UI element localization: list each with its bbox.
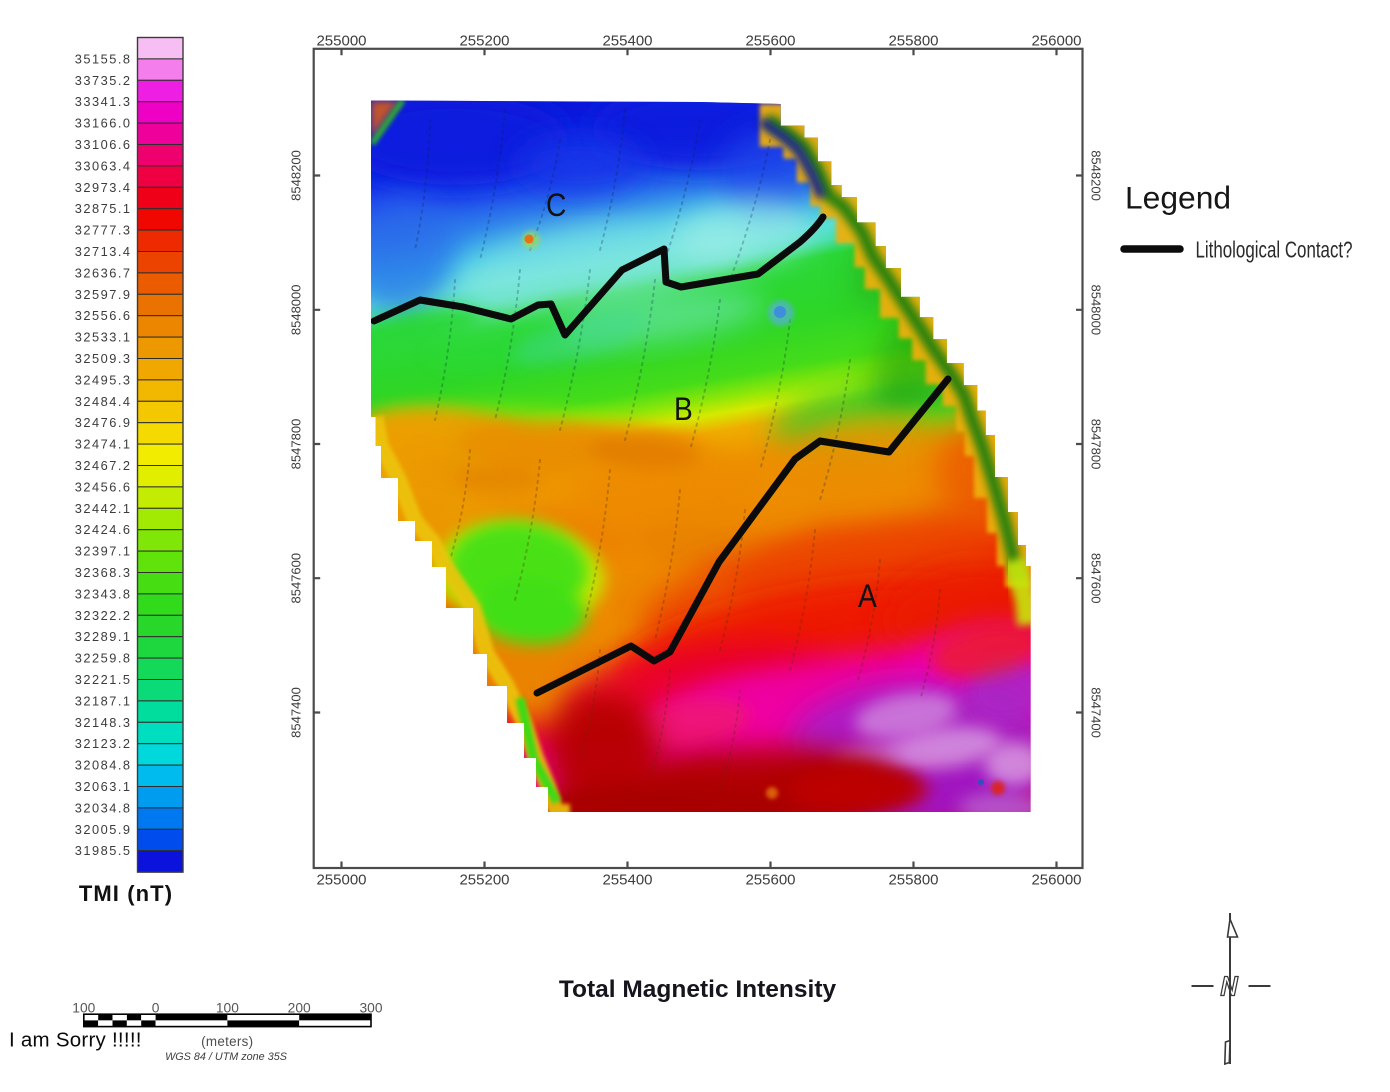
svg-text:8547800: 8547800 [1089, 419, 1104, 470]
svg-text:0: 0 [152, 1001, 160, 1016]
svg-text:32187.1: 32187.1 [75, 693, 132, 708]
svg-text:8547800: 8547800 [289, 419, 304, 470]
svg-text:256000: 256000 [1031, 872, 1081, 889]
svg-text:32322.2: 32322.2 [75, 608, 132, 623]
svg-text:32636.7: 32636.7 [75, 265, 132, 280]
svg-text:32397.1: 32397.1 [75, 544, 132, 559]
svg-text:255400: 255400 [602, 32, 652, 49]
svg-text:32556.6: 32556.6 [75, 308, 132, 323]
svg-text:33735.2: 33735.2 [75, 73, 132, 88]
svg-text:32973.4: 32973.4 [75, 180, 132, 195]
svg-text:255200: 255200 [459, 872, 509, 889]
svg-text:32005.9: 32005.9 [75, 822, 132, 837]
svg-text:33166.0: 33166.0 [75, 116, 132, 131]
svg-text:32123.2: 32123.2 [75, 736, 132, 751]
svg-text:8547600: 8547600 [1089, 553, 1104, 604]
svg-text:WGS 84 / UTM zone 35S: WGS 84 / UTM zone 35S [165, 1051, 288, 1063]
svg-text:32063.1: 32063.1 [75, 779, 132, 794]
svg-text:32148.3: 32148.3 [75, 715, 132, 730]
svg-text:32368.3: 32368.3 [75, 565, 132, 580]
svg-text:255800: 255800 [888, 32, 938, 49]
svg-text:255400: 255400 [602, 872, 652, 889]
svg-text:300: 300 [359, 1001, 382, 1016]
svg-text:32533.1: 32533.1 [75, 330, 132, 345]
svg-text:Legend: Legend [1125, 180, 1231, 216]
svg-text:A: A [858, 579, 878, 614]
svg-text:8548200: 8548200 [289, 150, 304, 201]
svg-text:32034.8: 32034.8 [75, 800, 132, 815]
svg-text:32875.1: 32875.1 [75, 201, 132, 216]
svg-text:32476.9: 32476.9 [75, 415, 132, 430]
svg-text:Lithological Contact?: Lithological Contact? [1196, 237, 1353, 263]
svg-text:B: B [674, 392, 693, 427]
svg-text:32456.6: 32456.6 [75, 479, 132, 494]
svg-text:32597.9: 32597.9 [75, 287, 132, 302]
svg-text:I am Sorry !!!!!: I am Sorry !!!!! [9, 1029, 142, 1052]
svg-text:32259.8: 32259.8 [75, 651, 132, 666]
svg-text:100: 100 [72, 1001, 95, 1016]
svg-text:255600: 255600 [745, 872, 795, 889]
svg-text:32084.8: 32084.8 [75, 758, 132, 773]
svg-text:8548000: 8548000 [289, 284, 304, 335]
svg-text:33341.3: 33341.3 [75, 94, 132, 109]
svg-text:32343.8: 32343.8 [75, 586, 132, 601]
svg-text:32467.2: 32467.2 [75, 458, 132, 473]
svg-text:32442.1: 32442.1 [75, 501, 132, 516]
svg-text:32495.3: 32495.3 [75, 372, 132, 387]
svg-text:32484.4: 32484.4 [75, 394, 132, 409]
svg-text:8548200: 8548200 [1089, 150, 1104, 201]
svg-text:32289.1: 32289.1 [75, 629, 132, 644]
svg-text:32474.1: 32474.1 [75, 437, 132, 452]
svg-text:C: C [546, 188, 566, 223]
svg-text:8547400: 8547400 [1089, 687, 1104, 738]
svg-text:8548000: 8548000 [1089, 284, 1104, 335]
svg-text:200: 200 [288, 1001, 311, 1016]
svg-text:255800: 255800 [888, 872, 938, 889]
svg-text:255600: 255600 [745, 32, 795, 49]
svg-text:255000: 255000 [316, 32, 366, 49]
svg-text:31985.5: 31985.5 [75, 843, 132, 858]
svg-text:(meters): (meters) [201, 1034, 253, 1049]
svg-text:TMI (nT): TMI (nT) [79, 881, 173, 906]
svg-text:100: 100 [216, 1001, 239, 1016]
svg-text:256000: 256000 [1031, 32, 1081, 49]
svg-text:32713.4: 32713.4 [75, 244, 132, 259]
svg-text:Total Magnetic Intensity: Total Magnetic Intensity [559, 976, 837, 1003]
svg-text:35155.8: 35155.8 [75, 51, 132, 66]
svg-text:32221.5: 32221.5 [75, 672, 132, 687]
svg-text:8547600: 8547600 [289, 553, 304, 604]
svg-text:32777.3: 32777.3 [75, 223, 132, 238]
svg-text:255200: 255200 [459, 32, 509, 49]
svg-text:32424.6: 32424.6 [75, 522, 132, 537]
svg-text:33063.4: 33063.4 [75, 158, 132, 173]
svg-text:32509.3: 32509.3 [75, 351, 132, 366]
svg-text:33106.6: 33106.6 [75, 137, 132, 152]
svg-text:255000: 255000 [316, 872, 366, 889]
svg-text:8547400: 8547400 [289, 687, 304, 738]
